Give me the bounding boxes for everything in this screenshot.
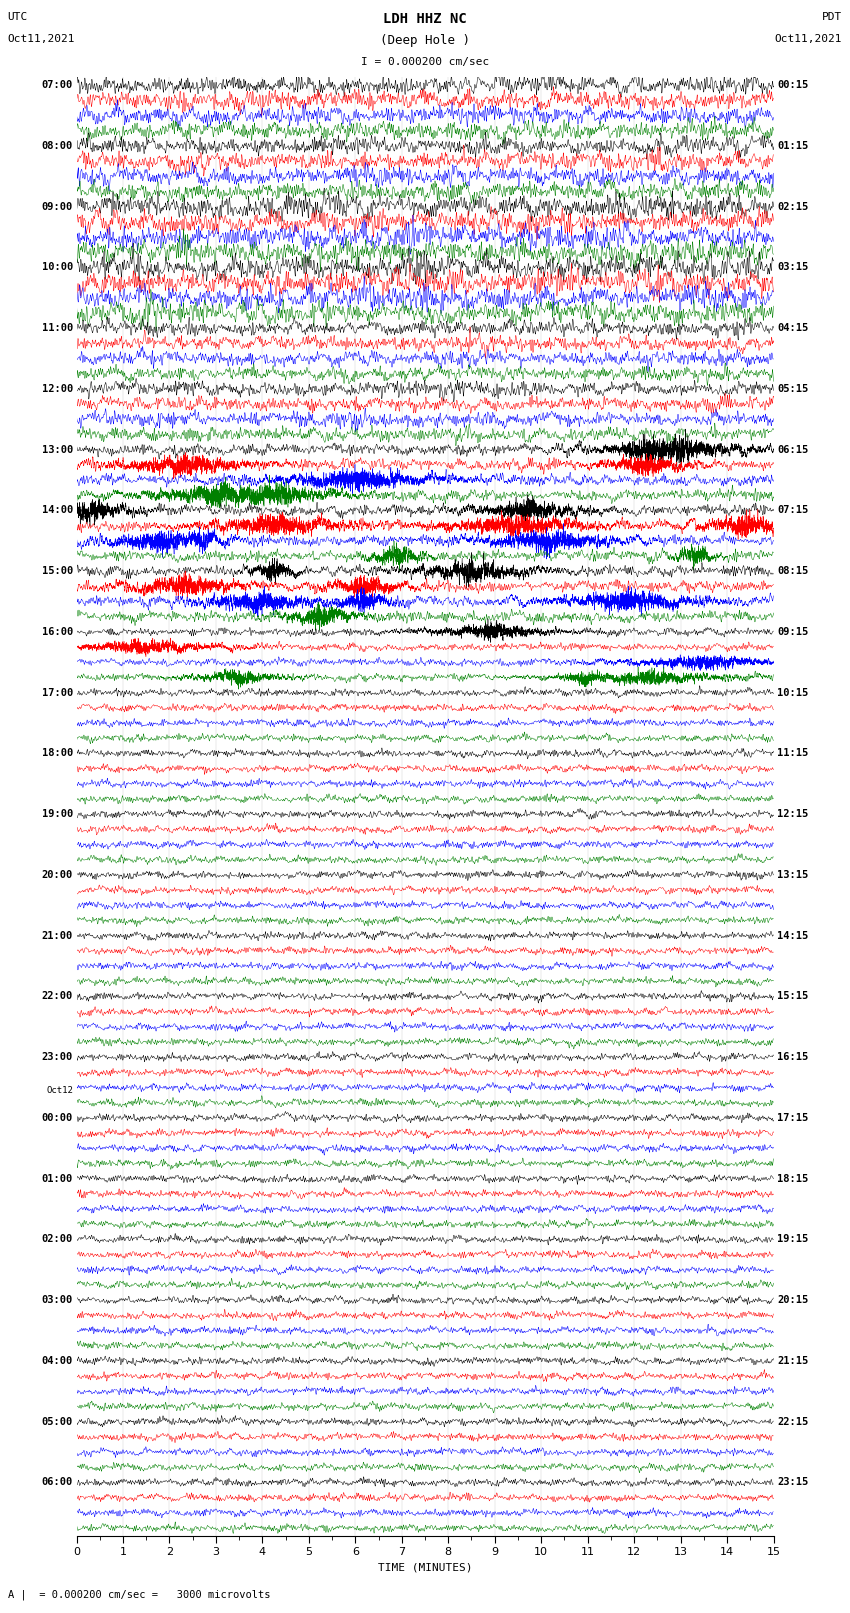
Text: 17:00: 17:00 bbox=[42, 687, 73, 697]
Text: 22:00: 22:00 bbox=[42, 992, 73, 1002]
Text: LDH HHZ NC: LDH HHZ NC bbox=[383, 11, 467, 26]
Text: 15:00: 15:00 bbox=[42, 566, 73, 576]
Text: 14:00: 14:00 bbox=[42, 505, 73, 515]
Text: 19:15: 19:15 bbox=[777, 1234, 808, 1244]
Text: 21:00: 21:00 bbox=[42, 931, 73, 940]
Text: 07:15: 07:15 bbox=[777, 505, 808, 515]
Text: I = 0.000200 cm/sec: I = 0.000200 cm/sec bbox=[361, 56, 489, 66]
Text: (Deep Hole ): (Deep Hole ) bbox=[380, 34, 470, 47]
Text: 08:00: 08:00 bbox=[42, 140, 73, 150]
Text: 10:00: 10:00 bbox=[42, 263, 73, 273]
Text: Oct11,2021: Oct11,2021 bbox=[8, 34, 75, 44]
Text: 00:00: 00:00 bbox=[42, 1113, 73, 1123]
Text: 03:15: 03:15 bbox=[777, 263, 808, 273]
Text: 01:00: 01:00 bbox=[42, 1174, 73, 1184]
Text: 08:15: 08:15 bbox=[777, 566, 808, 576]
Text: 16:15: 16:15 bbox=[777, 1052, 808, 1061]
Text: Oct12: Oct12 bbox=[46, 1086, 73, 1095]
Text: UTC: UTC bbox=[8, 11, 28, 21]
Text: 03:00: 03:00 bbox=[42, 1295, 73, 1305]
Text: A |  = 0.000200 cm/sec =   3000 microvolts: A | = 0.000200 cm/sec = 3000 microvolts bbox=[8, 1589, 271, 1600]
Text: 23:00: 23:00 bbox=[42, 1052, 73, 1061]
Text: 11:00: 11:00 bbox=[42, 323, 73, 332]
Text: 04:00: 04:00 bbox=[42, 1357, 73, 1366]
Text: 21:15: 21:15 bbox=[777, 1357, 808, 1366]
Text: 01:15: 01:15 bbox=[777, 140, 808, 150]
Text: 17:15: 17:15 bbox=[777, 1113, 808, 1123]
Text: 12:15: 12:15 bbox=[777, 810, 808, 819]
Text: 16:00: 16:00 bbox=[42, 627, 73, 637]
Text: 06:00: 06:00 bbox=[42, 1478, 73, 1487]
Text: PDT: PDT bbox=[822, 11, 842, 21]
Text: 09:00: 09:00 bbox=[42, 202, 73, 211]
Text: 10:15: 10:15 bbox=[777, 687, 808, 697]
Text: 18:15: 18:15 bbox=[777, 1174, 808, 1184]
Text: 02:00: 02:00 bbox=[42, 1234, 73, 1244]
Text: 18:00: 18:00 bbox=[42, 748, 73, 758]
Text: 19:00: 19:00 bbox=[42, 810, 73, 819]
Text: 20:15: 20:15 bbox=[777, 1295, 808, 1305]
Text: 15:15: 15:15 bbox=[777, 992, 808, 1002]
Text: 20:00: 20:00 bbox=[42, 869, 73, 879]
Text: 06:15: 06:15 bbox=[777, 445, 808, 455]
Text: 02:15: 02:15 bbox=[777, 202, 808, 211]
Text: 07:00: 07:00 bbox=[42, 81, 73, 90]
Text: 14:15: 14:15 bbox=[777, 931, 808, 940]
Text: 12:00: 12:00 bbox=[42, 384, 73, 394]
Text: 05:15: 05:15 bbox=[777, 384, 808, 394]
Text: 09:15: 09:15 bbox=[777, 627, 808, 637]
Text: Oct11,2021: Oct11,2021 bbox=[775, 34, 842, 44]
Text: 13:00: 13:00 bbox=[42, 445, 73, 455]
Text: 22:15: 22:15 bbox=[777, 1416, 808, 1426]
Text: 00:15: 00:15 bbox=[777, 81, 808, 90]
Text: 11:15: 11:15 bbox=[777, 748, 808, 758]
Text: 05:00: 05:00 bbox=[42, 1416, 73, 1426]
X-axis label: TIME (MINUTES): TIME (MINUTES) bbox=[377, 1563, 473, 1573]
Text: 23:15: 23:15 bbox=[777, 1478, 808, 1487]
Text: 04:15: 04:15 bbox=[777, 323, 808, 332]
Text: 13:15: 13:15 bbox=[777, 869, 808, 879]
